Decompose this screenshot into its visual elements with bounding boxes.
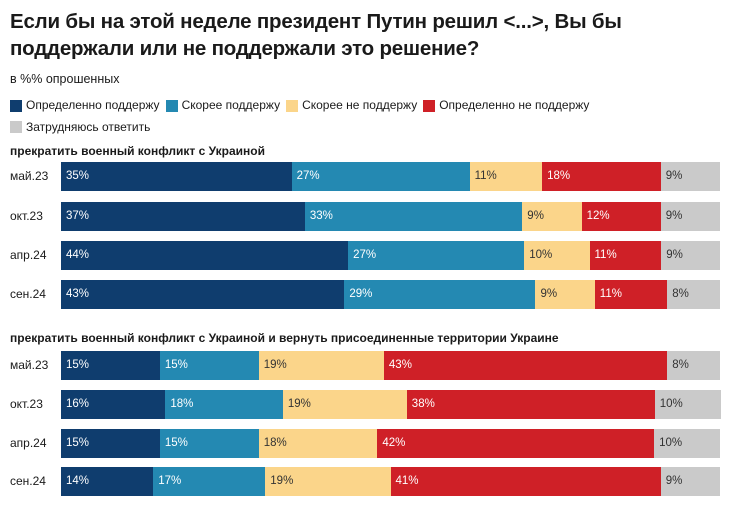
legend-item: Определенно не поддержу <box>423 96 589 115</box>
bar-segment: 12% <box>581 202 662 231</box>
legend-item: Затрудняюсь ответить <box>10 118 150 137</box>
bar-segment: 10% <box>654 429 721 458</box>
bar-segment: 9% <box>660 467 721 496</box>
legend-label: Определенно не поддержу <box>439 98 590 112</box>
bar-segment: 8% <box>667 280 721 309</box>
legend-swatch <box>10 99 22 112</box>
legend-swatch <box>165 99 178 112</box>
bar-segment: 11% <box>594 280 668 309</box>
bar-segment: 9% <box>660 162 721 191</box>
bar-segment: 9% <box>661 241 721 270</box>
legend: Определенно поддержу Скорее поддержу Скоре… <box>10 96 725 139</box>
legend-label: Определенно поддержу <box>26 98 160 112</box>
legend-swatch <box>286 99 299 112</box>
bar-segment: 15% <box>61 351 161 380</box>
legend-swatch <box>10 121 22 133</box>
bar-segment: 15% <box>159 429 260 458</box>
bar-segment: 16% <box>61 390 166 419</box>
chart-subtitle: в %% опрошенных <box>10 72 120 86</box>
bar-segment: 9% <box>660 202 721 231</box>
bar-segment: 9% <box>522 202 583 231</box>
bar-segment: 10% <box>524 241 590 270</box>
bar-segment: 19% <box>258 351 385 380</box>
bar-segment: 8% <box>667 351 721 380</box>
bar-segment: 15% <box>159 351 260 380</box>
row-label: окт.23 <box>10 209 43 223</box>
legend-item: Определенно поддержу <box>10 96 160 115</box>
bar-segment: 44% <box>61 241 349 270</box>
bar-segment: 9% <box>535 280 596 309</box>
bar-segment: 17% <box>153 467 266 496</box>
row-label: апр.24 <box>10 248 47 262</box>
bar-segment: 11% <box>469 162 543 191</box>
legend-item: Скорее не поддержу <box>286 96 417 115</box>
row-label: май.23 <box>10 169 49 183</box>
bar-segment: 33% <box>304 202 523 231</box>
bar-segment: 19% <box>282 390 408 419</box>
bar-segment: 43% <box>61 280 345 309</box>
row-label: апр.24 <box>10 436 47 450</box>
bar-segment: 18% <box>258 429 378 458</box>
bar-segment: 38% <box>406 390 656 419</box>
bar-segment: 43% <box>383 351 668 380</box>
bar-segment: 41% <box>390 467 662 496</box>
bar-segment: 18% <box>165 390 284 419</box>
chart-title: Если бы на этой неделе президент Путин р… <box>10 10 622 60</box>
row-label: окт.23 <box>10 397 43 411</box>
section-title: прекратить военный конфликт с Украиной и… <box>10 331 559 345</box>
legend-item: Скорее поддержу <box>165 96 281 115</box>
bar-segment: 27% <box>348 241 525 270</box>
bar-segment: 27% <box>291 162 471 191</box>
row-label: май.23 <box>10 358 49 372</box>
bar-segment: 18% <box>542 162 662 191</box>
row-label: сен.24 <box>10 474 46 488</box>
bar-segment: 37% <box>61 202 306 231</box>
bar-segment: 19% <box>265 467 391 496</box>
section-title: прекратить военный конфликт с Украиной <box>10 144 265 158</box>
bar-segment: 29% <box>344 280 536 309</box>
legend-label: Скорее не поддержу <box>302 98 418 112</box>
row-label: сен.24 <box>10 287 46 301</box>
bar-segment: 42% <box>377 429 655 458</box>
bar-segment: 11% <box>589 241 662 270</box>
bar-segment: 14% <box>61 467 154 496</box>
legend-swatch <box>423 99 436 112</box>
legend-label: Скорее поддержу <box>181 98 281 112</box>
legend-label: Затрудняюсь ответить <box>26 119 151 134</box>
bar-segment: 35% <box>61 162 293 191</box>
bar-segment: 15% <box>61 429 161 458</box>
bar-segment: 10% <box>654 390 721 419</box>
